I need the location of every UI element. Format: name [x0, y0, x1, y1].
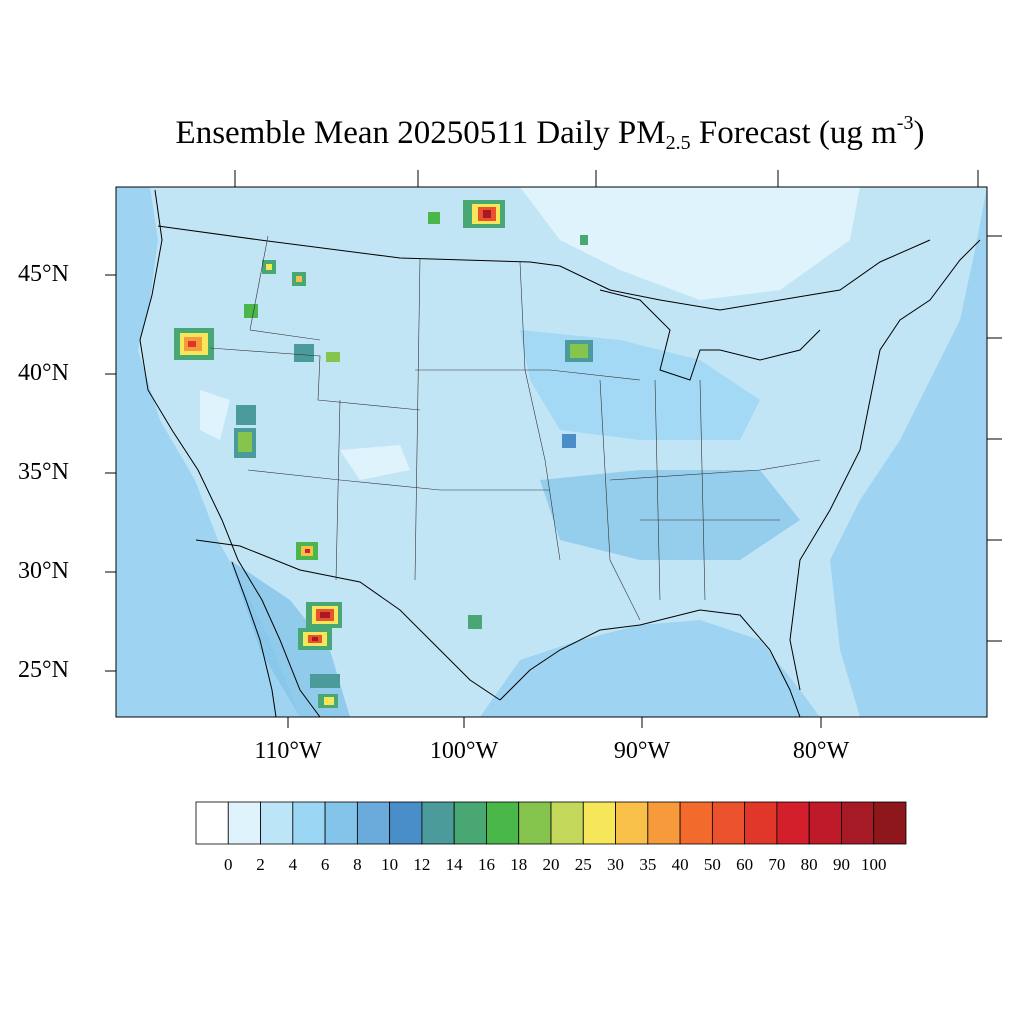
hotspot-iowa	[565, 340, 593, 362]
colorbar-swatch-17	[744, 801, 778, 845]
baja-coastline	[231, 561, 277, 718]
colorbar-label: 4	[288, 855, 298, 874]
west-coastline	[139, 189, 321, 718]
lon-label-80w: 80°W	[792, 738, 850, 764]
colorbar-swatch-8	[453, 801, 487, 845]
nevada-clean	[200, 390, 230, 440]
us-canada-border	[157, 225, 931, 311]
colorbar-label: 2	[256, 855, 265, 874]
colorbar-label: 60	[736, 855, 754, 874]
colorbar-swatch-12	[582, 801, 616, 845]
gulf-of-mexico	[480, 620, 820, 717]
pacific-ocean	[116, 187, 300, 717]
colorbar-label: 30	[607, 855, 625, 874]
colorbar-label: 14	[445, 855, 463, 874]
gulf-coastline	[499, 609, 801, 718]
colorbar-label: 100	[860, 855, 887, 874]
colorbar-label: 6	[320, 855, 330, 874]
colorbar-swatch-14	[647, 801, 681, 845]
us-mexico-border	[195, 539, 501, 701]
map-boundaries	[139, 189, 981, 718]
colorbar-label: 35	[639, 855, 657, 874]
hotspot-utah	[234, 405, 256, 458]
hotspot-oregon	[174, 328, 214, 360]
lon-line-midwest	[415, 369, 641, 381]
colorbar-swatch-1	[227, 801, 261, 845]
hotspot-small	[326, 212, 588, 629]
east-coastline	[789, 239, 981, 691]
colorbar-label: 70	[768, 855, 786, 874]
northeast-clean	[520, 187, 860, 300]
colorbar-swatch-13	[615, 801, 649, 845]
great-lakes	[599, 289, 821, 381]
colorbar-swatch-7	[421, 801, 455, 845]
colorbar-swatch-21	[873, 801, 907, 845]
lon-label-110w: 110°W	[254, 738, 322, 764]
lat-label-25: 25°N	[18, 657, 69, 683]
colorbar-swatch-18	[776, 801, 810, 845]
colorbar-swatch-3	[292, 801, 326, 845]
map-title: Ensemble Mean 20250511 Daily PM2.5 Forec…	[175, 112, 925, 154]
colorbar-swatch-0	[195, 801, 229, 845]
colorbar-label: 50	[703, 855, 721, 874]
colorbar-label: 0	[224, 855, 233, 874]
colorbar-label: 8	[353, 855, 362, 874]
colorbar-label: 16	[477, 855, 495, 874]
colorbar-swatch-2	[260, 801, 294, 845]
state-lines	[209, 235, 821, 621]
map-frame	[115, 186, 988, 718]
colorbar-swatch-4	[324, 801, 358, 845]
colorbar-swatch-9	[486, 801, 520, 845]
colorbar-label: 18	[510, 855, 528, 874]
colorbar-label: 12	[413, 855, 431, 874]
colorbar-swatch-5	[356, 801, 391, 845]
colorbar-swatch-20	[841, 801, 875, 845]
colorbar-label: 40	[671, 855, 689, 874]
southeast-band	[540, 470, 800, 560]
hotspot-mexico-coast	[310, 674, 340, 708]
lon-label-100w: 100°W	[429, 738, 499, 764]
colorbar-swatch-15	[679, 801, 713, 845]
map-field	[116, 187, 987, 717]
colorbar-label: 90	[832, 855, 850, 874]
colorbar	[195, 801, 907, 845]
hotspot-mexico-north	[306, 602, 342, 628]
colorbar-label: 80	[800, 855, 818, 874]
colorbar-swatch-10	[518, 801, 552, 845]
hotspot-north-dakota	[463, 200, 505, 228]
hotspot-mexico-south	[298, 628, 332, 650]
lat-label-30: 30°N	[18, 558, 69, 584]
hotspot-arizona	[296, 542, 318, 560]
lat-label-45: 45°N	[18, 261, 69, 287]
sw-clean	[340, 445, 410, 480]
colorbar-swatch-19	[808, 801, 842, 845]
colorbar-label: 20	[542, 855, 560, 874]
map-ticks	[105, 170, 1002, 728]
colorbar-swatch-6	[389, 801, 423, 845]
lat-label-35: 35°N	[18, 459, 69, 485]
lon-label-90w: 90°W	[613, 738, 671, 764]
colorbar-swatch-16	[711, 801, 746, 845]
hotspot-idaho	[244, 260, 314, 362]
colorbar-swatch-11	[550, 801, 584, 845]
colorbar-label: 25	[574, 855, 592, 874]
colorbar-label: 10	[381, 855, 399, 874]
atlantic-ocean	[830, 187, 987, 717]
lat-label-40: 40°N	[18, 360, 69, 386]
